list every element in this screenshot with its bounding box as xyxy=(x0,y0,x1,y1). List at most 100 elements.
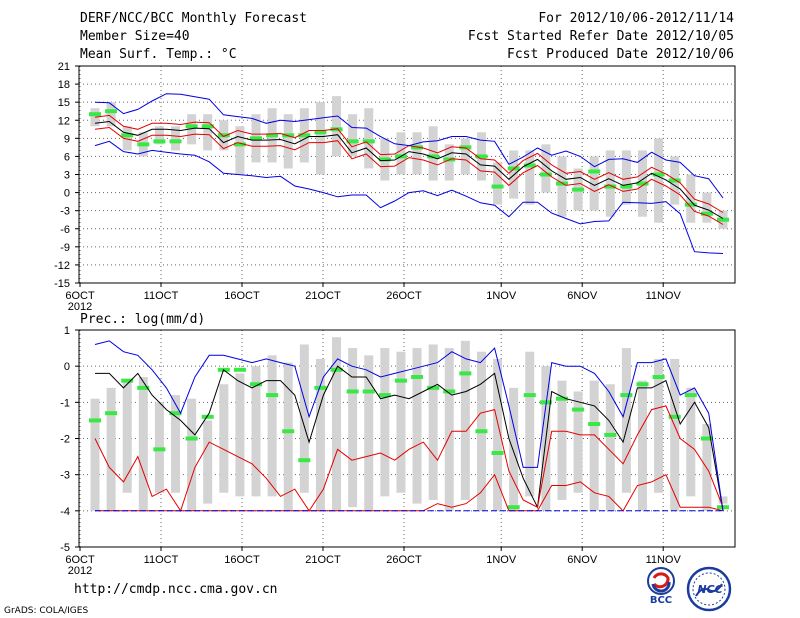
temp-median-marker xyxy=(153,139,166,144)
prec-member-box xyxy=(364,355,374,511)
svg-text:BCC: BCC xyxy=(650,595,672,606)
prec-xtick-label: 26OCT xyxy=(386,554,422,566)
temp-ytick-label: 3 xyxy=(64,170,70,182)
prec-member-box xyxy=(138,377,148,511)
bcc-logo: BCC xyxy=(647,567,675,606)
prec-member-box xyxy=(460,340,470,500)
temp-member-box xyxy=(605,150,615,217)
temp-ytick-label: -6 xyxy=(60,224,70,236)
svg-text:NCC: NCC xyxy=(697,583,722,596)
prec-upper-blue-line xyxy=(94,340,724,511)
temp-median-marker xyxy=(588,169,601,174)
temp-member-box xyxy=(203,114,213,151)
chart-title: DERF/NCC/BCC Monthly Forecast xyxy=(80,11,307,26)
temp-median-marker xyxy=(539,172,552,177)
prec-median-marker xyxy=(266,393,279,398)
temp-median-marker xyxy=(684,202,697,207)
prec-member-box xyxy=(444,348,454,511)
prec-member-box xyxy=(219,384,229,493)
temp-member-box xyxy=(332,96,342,157)
prec-median-marker xyxy=(475,429,488,434)
prec-member-box xyxy=(332,337,342,511)
prec-xtick-label: 16OCT xyxy=(224,554,260,566)
prec-median-marker xyxy=(700,436,713,441)
prec-member-box xyxy=(718,496,728,504)
prec-median-marker xyxy=(684,393,697,398)
temp-median-marker xyxy=(201,124,214,129)
prec-member-box xyxy=(509,387,519,511)
temp-frame xyxy=(78,65,736,284)
prec-median-marker xyxy=(201,414,214,419)
temp-upper-blue-line xyxy=(94,93,724,199)
temp-xtick-label: 16OCT xyxy=(224,290,260,302)
temp-median-marker xyxy=(717,217,729,222)
prec-median-marker xyxy=(137,385,150,390)
temp-median-marker xyxy=(700,211,713,216)
prec-member-box xyxy=(605,384,615,511)
temp-median-marker xyxy=(346,139,359,144)
temp-member-box xyxy=(654,138,664,223)
prec-member-box xyxy=(106,387,116,511)
prec-median-marker xyxy=(394,378,407,383)
temp-median-marker xyxy=(668,178,681,183)
temp-ytick-label: 9 xyxy=(64,133,70,145)
prec-ytick-label: 0 xyxy=(64,361,70,373)
temp-xtick-label: 11OCT xyxy=(144,290,179,302)
temp-member-box xyxy=(348,114,358,157)
bottom-chart-variable: Prec.: log(mm/d) xyxy=(80,312,205,327)
temp-median-marker xyxy=(217,133,230,138)
prec-median-marker xyxy=(330,367,343,372)
prec-member-box xyxy=(493,358,503,511)
prec-xtick-label: 6OCT xyxy=(65,554,95,566)
temp-member-box xyxy=(460,138,470,175)
temp-member-box xyxy=(90,108,100,127)
temp-ytick-label: -3 xyxy=(60,206,70,218)
prec-xtick-label: 1NOV xyxy=(486,554,517,566)
prec-median-marker xyxy=(411,375,424,380)
temp-ytick-label: 18 xyxy=(58,79,70,91)
prec-member-box xyxy=(90,398,100,511)
prec-member-box xyxy=(670,358,680,511)
temp-median-marker xyxy=(89,112,101,117)
temp-median-marker xyxy=(105,109,118,114)
prec-member-box xyxy=(348,348,358,508)
temp-median-marker xyxy=(636,181,649,186)
fcst-started-date: Fcst Started Refer Date 2012/10/05 xyxy=(467,29,734,44)
temp-median-marker xyxy=(233,142,246,147)
prec-median-marker xyxy=(555,396,568,401)
prec-median-marker xyxy=(604,432,617,437)
prec-ytick-label: -4 xyxy=(60,506,70,518)
temp-member-box xyxy=(171,126,181,151)
temp-median-marker xyxy=(137,142,150,147)
prec-ytick-label: -2 xyxy=(60,434,70,446)
prec-member-box xyxy=(171,395,181,493)
temp-member-box xyxy=(621,150,631,205)
prec-median-marker xyxy=(233,367,246,372)
prec-median-marker xyxy=(378,393,391,398)
temp-xtick-label: 6NOV xyxy=(567,290,598,302)
temp-ytick-label: 21 xyxy=(58,61,70,73)
temp-ytick-label: 12 xyxy=(58,115,70,127)
prec-median-marker xyxy=(250,382,263,387)
temp-member-box xyxy=(493,162,503,205)
temp-year-label: 2012 xyxy=(68,301,92,313)
prec-member-box xyxy=(380,348,390,497)
prec-median-marker xyxy=(459,371,472,376)
prec-median-marker xyxy=(620,393,633,398)
temp-median-marker xyxy=(362,139,375,144)
prec-member-box xyxy=(686,387,696,497)
temp-median-marker xyxy=(378,157,391,162)
source-url[interactable]: http://cmdp.ncc.cma.gov.cn xyxy=(74,582,278,597)
prec-median-marker xyxy=(427,385,440,390)
fcst-produced-date: Fcst Produced Date 2012/10/06 xyxy=(507,47,734,62)
prec-median-marker xyxy=(652,375,665,380)
prec-median-marker xyxy=(346,389,359,394)
temp-ytick-label: -9 xyxy=(60,242,70,254)
temp-xtick-label: 6OCT xyxy=(65,290,95,302)
temp-member-box xyxy=(122,126,132,151)
temp-median-marker xyxy=(459,145,472,150)
prec-ytick-label: -1 xyxy=(60,397,70,409)
prec-xtick-label: 21OCT xyxy=(305,554,341,566)
prec-ytick-label: -5 xyxy=(60,542,70,554)
